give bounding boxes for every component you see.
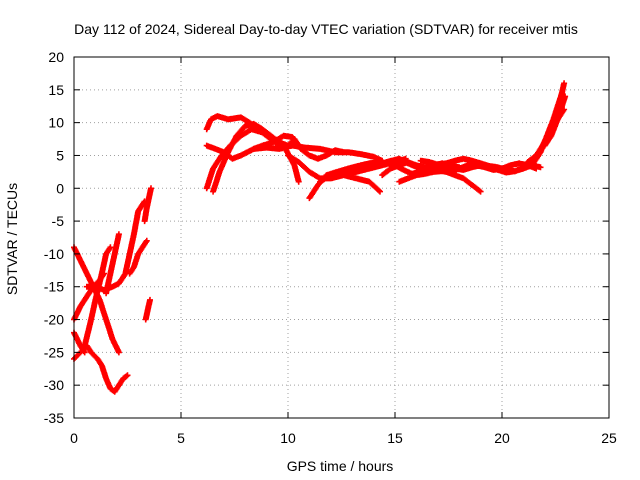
y-tick-label: 20	[48, 49, 64, 65]
x-tick-label: 25	[601, 430, 617, 446]
data-series-markers	[141, 185, 154, 225]
data-series-markers	[443, 168, 484, 195]
y-tick-label: -10	[44, 246, 64, 262]
y-tick-label: -25	[44, 344, 64, 360]
data-series-markers	[83, 198, 148, 293]
data-series-markers	[250, 132, 302, 152]
y-tick-label: -5	[52, 213, 65, 229]
y-tick-label: 0	[56, 180, 64, 196]
data-series-markers	[392, 159, 535, 177]
data-series-markers	[103, 231, 122, 297]
y-tick-label: 5	[56, 147, 64, 163]
data-series-markers	[71, 342, 131, 395]
data-series-markers	[541, 93, 569, 149]
plot-frame	[73, 56, 610, 419]
x-tick-label: 5	[177, 430, 185, 446]
y-tick-label: -15	[44, 279, 64, 295]
data-points	[71, 80, 569, 395]
y-tick-label: -30	[44, 377, 64, 393]
x-tick-label: 10	[280, 430, 296, 446]
ticks: -35 -30 -25 -20 -15 -10 -5 0 5 10 15 20 0 5 10 15 20 25	[44, 49, 617, 446]
x-tick-label: 0	[70, 430, 78, 446]
y-tick-label: -20	[44, 312, 64, 328]
y-axis-label: SDTVAR / TECUs	[4, 183, 20, 295]
x-tick-label: 20	[494, 430, 510, 446]
data-series-markers	[126, 237, 150, 277]
grid	[74, 57, 609, 418]
y-tick-label: -35	[44, 410, 64, 426]
chart-title: Day 112 of 2024, Sidereal Day-to-day VTE…	[74, 21, 578, 37]
x-tick-label: 15	[387, 430, 403, 446]
data-series-markers	[142, 296, 153, 323]
y-tick-label: 10	[48, 115, 64, 131]
y-tick-label: 15	[48, 82, 64, 98]
x-axis-label: GPS time / hours	[287, 458, 394, 474]
